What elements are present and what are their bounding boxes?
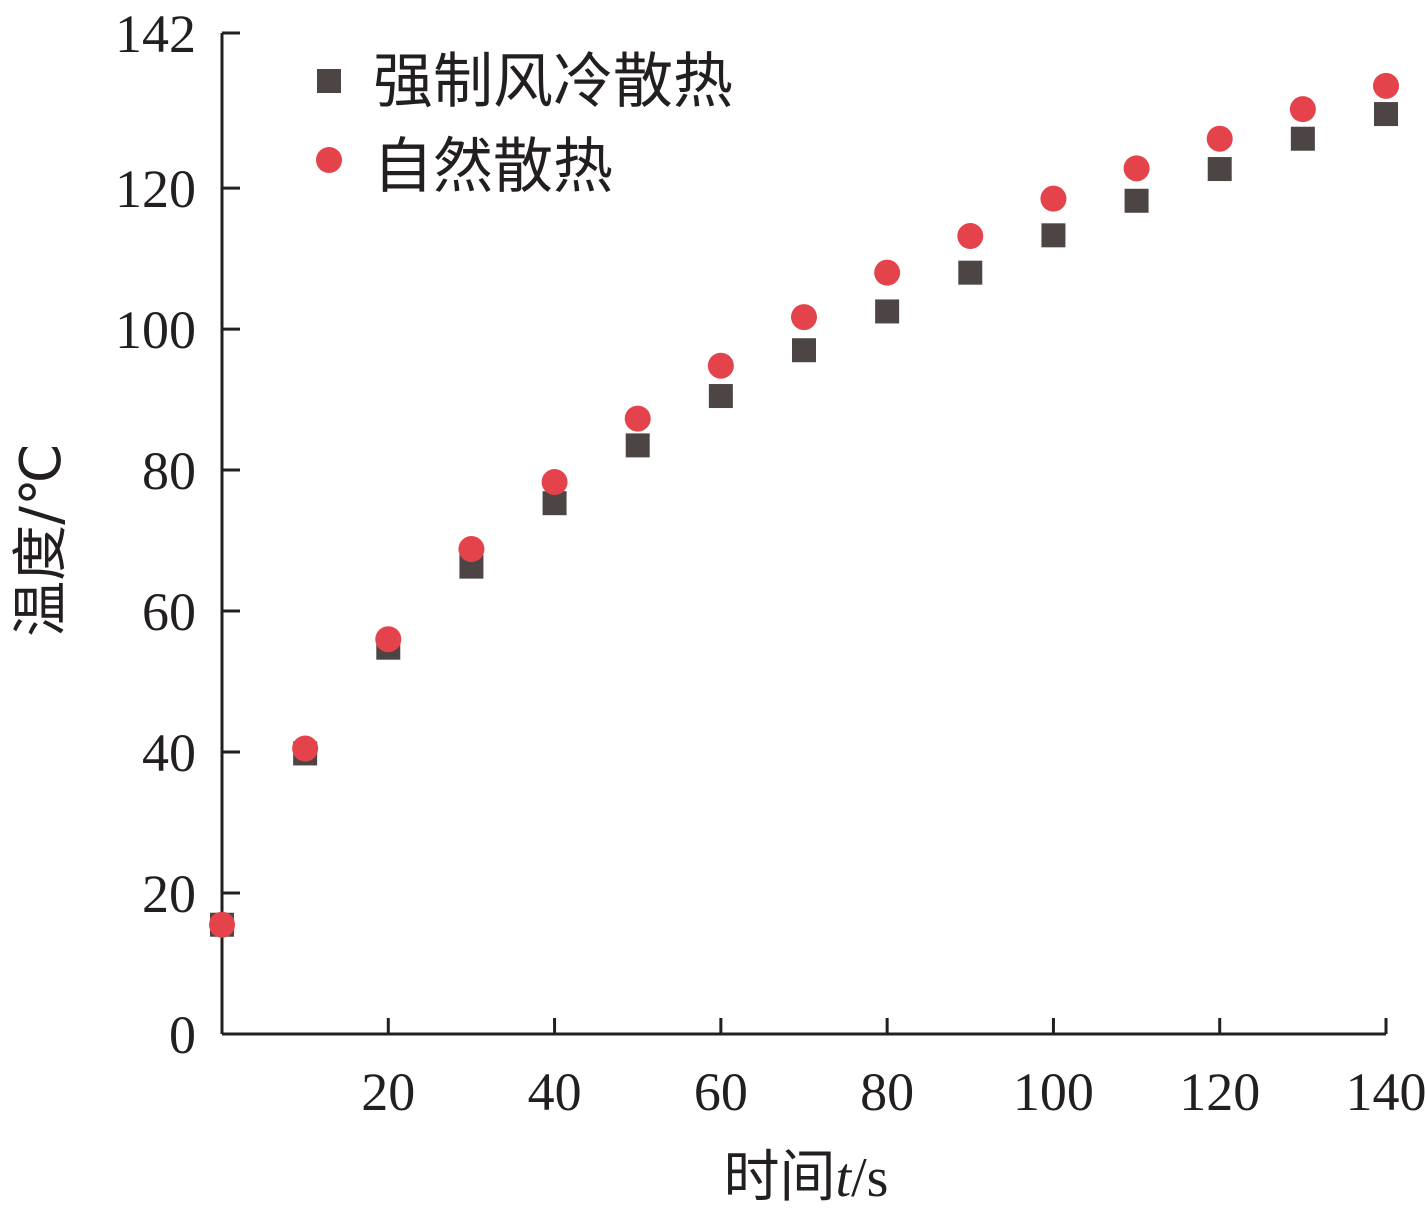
series-layer xyxy=(209,72,1399,938)
data-point-square xyxy=(1124,188,1149,213)
x-tick-label: 140 xyxy=(1346,1062,1425,1122)
data-point-square xyxy=(958,260,983,285)
data-point-circle xyxy=(957,223,984,250)
series-1 xyxy=(209,72,1399,938)
series-0 xyxy=(210,102,1398,937)
data-point-square xyxy=(1207,157,1232,182)
x-axis-title: 时间t/s xyxy=(724,1145,889,1210)
data-point-square xyxy=(708,384,733,409)
legend-label-forced-air: 强制风冷散热 xyxy=(373,47,733,117)
data-point-circle xyxy=(458,536,485,563)
y-tick-label: 60 xyxy=(142,582,196,642)
data-point-circle xyxy=(1040,185,1067,212)
x-tick-label: 100 xyxy=(1013,1062,1094,1122)
y-tick-label: 20 xyxy=(142,864,196,924)
data-point-square xyxy=(1374,102,1398,127)
x-axis-title-prefix: 时间 xyxy=(724,1145,836,1210)
legend-label-natural: 自然散热 xyxy=(373,132,613,202)
y-ticks: 0 20 40 60 80 100 120 142 xyxy=(115,4,240,1065)
legend-marker-circle xyxy=(316,147,342,173)
data-point-square xyxy=(1290,126,1315,151)
x-axis-title-unit: /s xyxy=(851,1147,888,1209)
data-point-circle xyxy=(1373,72,1399,99)
data-point-square xyxy=(542,491,567,516)
data-point-square xyxy=(875,299,900,324)
data-point-circle xyxy=(624,405,651,432)
data-point-circle xyxy=(791,304,817,331)
y-tick-label: 0 xyxy=(169,1005,196,1065)
x-axis-title-var: t xyxy=(836,1147,853,1209)
legend-marker-square xyxy=(317,69,341,93)
x-tick-label: 60 xyxy=(694,1062,748,1122)
data-point-circle xyxy=(292,735,319,762)
data-point-circle xyxy=(375,626,402,653)
data-point-circle xyxy=(1289,96,1316,123)
y-tick-label: 80 xyxy=(142,441,196,501)
data-point-square xyxy=(1041,223,1066,248)
data-point-square xyxy=(625,433,650,458)
x-tick-label: 120 xyxy=(1179,1062,1260,1122)
data-point-circle xyxy=(541,469,568,496)
axes xyxy=(220,33,1386,1036)
data-point-circle xyxy=(707,352,734,379)
x-tick-label: 20 xyxy=(361,1062,415,1122)
x-tick-label: 40 xyxy=(528,1062,582,1122)
x-ticks: 20 40 60 80 100 120 140 xyxy=(361,1018,1425,1122)
y-axis-title: 温度/℃ xyxy=(9,443,74,637)
y-tick-label: 142 xyxy=(115,4,196,64)
x-tick-label: 80 xyxy=(860,1062,914,1122)
data-point-circle xyxy=(209,911,235,938)
y-tick-label: 40 xyxy=(142,723,196,783)
data-point-square xyxy=(792,338,816,363)
data-point-circle xyxy=(874,259,901,286)
legend: 强制风冷散热 自然散热 xyxy=(316,47,733,202)
y-tick-label: 100 xyxy=(115,300,196,360)
y-tick-label: 120 xyxy=(115,159,196,219)
data-point-circle xyxy=(1206,125,1233,152)
data-point-circle xyxy=(1123,155,1150,182)
